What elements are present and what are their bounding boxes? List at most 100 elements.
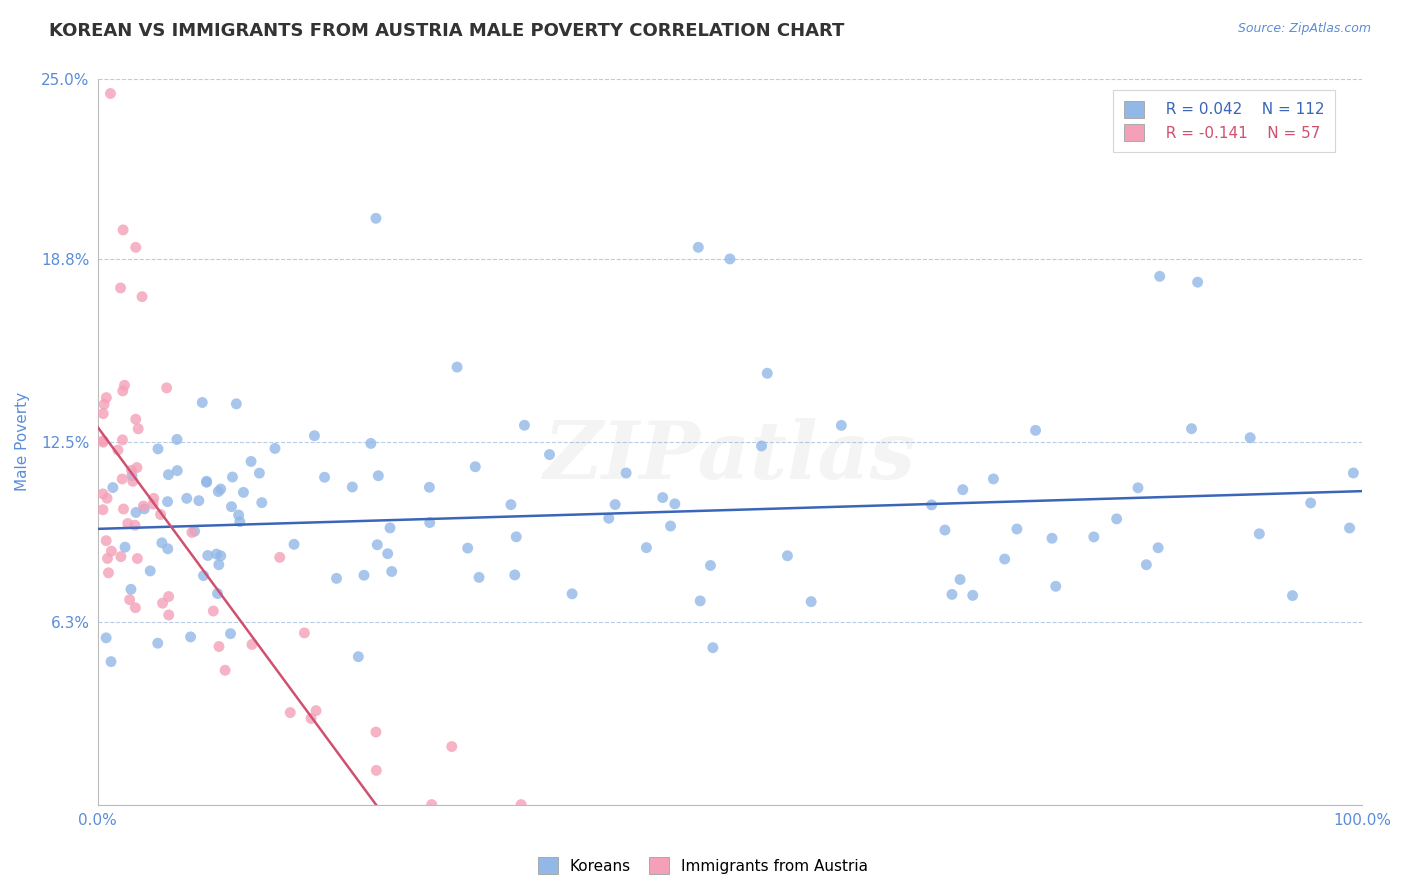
- Point: [247, 466, 270, 480]
- Point: [114, 378, 136, 392]
- Point: [353, 568, 375, 582]
- Point: [121, 475, 143, 489]
- Point: [1025, 423, 1047, 437]
- Point: [111, 433, 134, 447]
- Point: [702, 640, 724, 655]
- Point: [1005, 522, 1028, 536]
- Point: [110, 281, 132, 295]
- Point: [208, 640, 231, 654]
- Point: [325, 571, 347, 585]
- Point: [347, 649, 370, 664]
- Point: [132, 499, 155, 513]
- Point: [636, 541, 658, 555]
- Point: [651, 491, 673, 505]
- Point: [100, 87, 122, 101]
- Point: [699, 558, 721, 573]
- Point: [240, 637, 263, 651]
- Point: [191, 395, 214, 409]
- Point: [118, 592, 141, 607]
- Point: [208, 558, 231, 572]
- Point: [756, 366, 779, 380]
- Point: [1343, 466, 1365, 480]
- Point: [111, 384, 134, 398]
- Point: [157, 467, 180, 482]
- Point: [776, 549, 799, 563]
- Text: ZIPatlas: ZIPatlas: [544, 417, 915, 495]
- Point: [209, 482, 232, 496]
- Point: [149, 508, 172, 522]
- Text: Source: ZipAtlas.com: Source: ZipAtlas.com: [1237, 22, 1371, 36]
- Point: [364, 211, 387, 226]
- Point: [360, 436, 382, 450]
- Point: [499, 498, 522, 512]
- Point: [299, 711, 322, 725]
- Point: [183, 524, 205, 539]
- Point: [1040, 531, 1063, 545]
- Point: [381, 565, 404, 579]
- Point: [689, 594, 711, 608]
- Point: [505, 530, 527, 544]
- Point: [800, 594, 823, 608]
- Point: [659, 519, 682, 533]
- Point: [91, 435, 114, 450]
- Point: [1281, 589, 1303, 603]
- Point: [157, 607, 180, 622]
- Point: [538, 448, 561, 462]
- Point: [101, 481, 124, 495]
- Point: [195, 475, 218, 490]
- Point: [446, 360, 468, 375]
- Point: [91, 407, 114, 421]
- Y-axis label: Male Poverty: Male Poverty: [15, 392, 30, 491]
- Point: [209, 549, 232, 563]
- Point: [100, 544, 122, 558]
- Point: [440, 739, 463, 754]
- Point: [962, 588, 984, 602]
- Point: [664, 497, 686, 511]
- Point: [952, 483, 974, 497]
- Point: [598, 511, 620, 525]
- Point: [150, 536, 173, 550]
- Point: [1135, 558, 1157, 572]
- Point: [240, 454, 263, 468]
- Point: [1239, 431, 1261, 445]
- Point: [124, 518, 146, 533]
- Point: [193, 568, 215, 582]
- Point: [420, 797, 443, 812]
- Point: [142, 491, 165, 506]
- Point: [180, 525, 202, 540]
- Point: [180, 630, 202, 644]
- Point: [921, 498, 943, 512]
- Point: [994, 552, 1017, 566]
- Point: [156, 541, 179, 556]
- Point: [117, 516, 139, 531]
- Point: [94, 631, 117, 645]
- Point: [949, 573, 972, 587]
- Point: [214, 663, 236, 677]
- Point: [156, 381, 179, 395]
- Point: [166, 464, 188, 478]
- Point: [366, 764, 388, 778]
- Point: [941, 587, 963, 601]
- Point: [125, 460, 148, 475]
- Point: [830, 418, 852, 433]
- Point: [468, 570, 491, 584]
- Legend:   R = 0.042    N = 112,   R = -0.141    N = 57: R = 0.042 N = 112, R = -0.141 N = 57: [1114, 90, 1336, 152]
- Text: KOREAN VS IMMIGRANTS FROM AUSTRIA MALE POVERTY CORRELATION CHART: KOREAN VS IMMIGRANTS FROM AUSTRIA MALE P…: [49, 22, 845, 40]
- Point: [1187, 275, 1209, 289]
- Point: [718, 252, 741, 266]
- Point: [225, 397, 247, 411]
- Point: [156, 494, 179, 508]
- Point: [100, 655, 122, 669]
- Point: [688, 240, 710, 254]
- Point: [124, 600, 146, 615]
- Point: [121, 468, 143, 483]
- Point: [228, 508, 250, 522]
- Point: [91, 502, 114, 516]
- Point: [314, 470, 336, 484]
- Legend: Koreans, Immigrants from Austria: Koreans, Immigrants from Austria: [531, 851, 875, 880]
- Point: [264, 442, 287, 456]
- Point: [377, 547, 399, 561]
- Point: [166, 433, 188, 447]
- Point: [146, 442, 169, 456]
- Point: [157, 590, 180, 604]
